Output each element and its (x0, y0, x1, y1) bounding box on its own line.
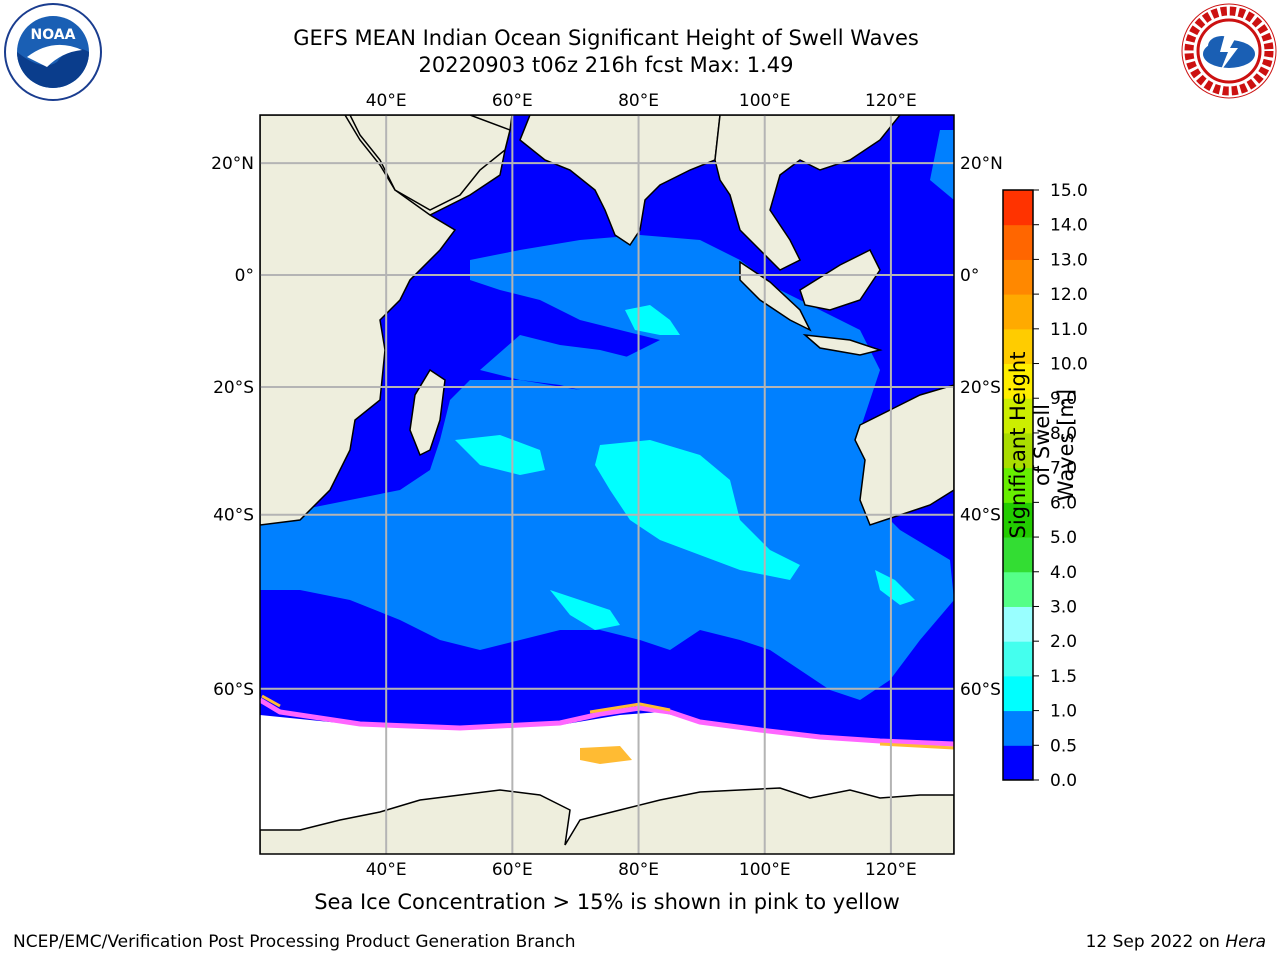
southeast-asia-land (714, 115, 901, 271)
colorbar-tick-label: 0.5 (1050, 736, 1077, 756)
lon-label-top: 100°E (739, 91, 791, 111)
colorbar-tick-label: 14.0 (1050, 216, 1088, 236)
colorbar-segment (1003, 224, 1033, 260)
colorbar-tick-label: 11.0 (1050, 320, 1088, 340)
lat-label-right: 20°N (960, 154, 1003, 174)
colorbar-frame (1002, 189, 1034, 781)
colorbar-tick-label: 12.0 (1050, 285, 1088, 305)
lon-label-top: 60°E (492, 91, 533, 111)
colorbar-tick-label: 1.0 (1050, 702, 1077, 722)
colorbar-tick-label: 15.0 (1050, 181, 1088, 201)
colorbar-tick-label: 6.0 (1050, 493, 1077, 513)
colorbar-segment (1003, 328, 1033, 365)
colorbar-segment (1003, 571, 1033, 607)
noaa-logo-icon: NOAA (4, 3, 102, 101)
lon-label-bottom: 100°E (739, 860, 791, 880)
colorbar-tick-label: 8.0 (1050, 424, 1077, 444)
colorbar-segment (1003, 675, 1033, 712)
colorbar-segment (1003, 398, 1033, 434)
lat-label-right: 0° (960, 266, 979, 286)
swell-high-patch (455, 435, 545, 475)
svg-text:NOAA: NOAA (31, 27, 76, 43)
lat-label-left: 20°S (213, 378, 254, 398)
chart-title: GEFS MEAN Indian Ocean Significant Heigh… (293, 26, 919, 50)
colorbar-segment (1003, 363, 1033, 399)
axis-labels: 40°E 40°E 60°E 60°E 80°E 80°E 100°E 100°E 120°E 1… (211, 91, 1003, 880)
colorbar-tick-label: 10.0 (1050, 355, 1088, 375)
colorbar-tick-label: 3.0 (1050, 597, 1077, 617)
colorbar-segment (1003, 259, 1033, 295)
colorbar-segment (1003, 432, 1033, 469)
colorbar-title: Significant Height of Swell Waves [m] (1006, 351, 1078, 539)
footer-host: Hera (1225, 932, 1266, 952)
lat-label-left: 40°S (213, 506, 254, 526)
colorbar-tick-label: 5.0 (1050, 528, 1077, 548)
footer-date: 12 Sep 2022 on Hera (1085, 932, 1266, 952)
colorbar: 0.0 0.5 1.0 1.5 2.0 3.0 4.0 5.0 6.0 7.0 8.0 9.0 10.0… (1002, 181, 1088, 791)
sea-ice-caption: Sea Ice Concentration > 15% is shown in … (314, 890, 900, 914)
lon-label-bottom: 60°E (492, 860, 533, 880)
lat-label-right: 60°S (960, 680, 1001, 700)
nws-logo-icon (1181, 3, 1277, 99)
colorbar-segment (1003, 502, 1033, 538)
chart-subtitle: 20220903 t06z 216h fcst Max: 1.49 (418, 53, 794, 77)
colorbar-segment (1003, 745, 1033, 781)
lat-label-left: 0° (235, 266, 254, 286)
lat-label-right: 40°S (960, 506, 1001, 526)
colorbar-segment (1003, 294, 1033, 330)
colorbar-segment (1003, 710, 1033, 746)
lon-label-bottom: 40°E (366, 860, 407, 880)
lon-label-top: 120°E (865, 91, 917, 111)
africa-land (260, 115, 513, 526)
colorbar-segment (1003, 606, 1033, 642)
colorbar-tick-label: 1.5 (1050, 667, 1077, 687)
map-area (260, 115, 954, 854)
colorbar-tick-label: 7.0 (1050, 459, 1077, 479)
colorbar-tick-label: 0.0 (1050, 771, 1077, 791)
lat-label-right: 20°S (960, 378, 1001, 398)
australia-land (854, 384, 954, 526)
lon-label-top: 40°E (366, 91, 407, 111)
colorbar-segment (1003, 190, 1033, 226)
colorbar-tick-label: 4.0 (1050, 563, 1077, 583)
lat-label-left: 60°S (213, 680, 254, 700)
sea-ice-edge (260, 697, 954, 747)
lon-label-bottom: 80°E (618, 860, 659, 880)
colorbar-tick-label: 9.0 (1050, 389, 1077, 409)
antarctica-land (260, 787, 954, 854)
lat-label-left: 20°N (211, 154, 254, 174)
colorbar-segment (1003, 537, 1033, 573)
colorbar-segment (1003, 641, 1033, 677)
lon-label-top: 80°E (618, 91, 659, 111)
lon-label-bottom: 120°E (865, 860, 917, 880)
colorbar-segment (1003, 467, 1033, 503)
colorbar-tick-label: 13.0 (1050, 250, 1088, 270)
colorbar-tick-label: 2.0 (1050, 632, 1077, 652)
map-frame (259, 114, 955, 855)
footer-credit: NCEP/EMC/Verification Post Processing Pr… (13, 932, 576, 952)
map-gridlines (260, 115, 954, 854)
